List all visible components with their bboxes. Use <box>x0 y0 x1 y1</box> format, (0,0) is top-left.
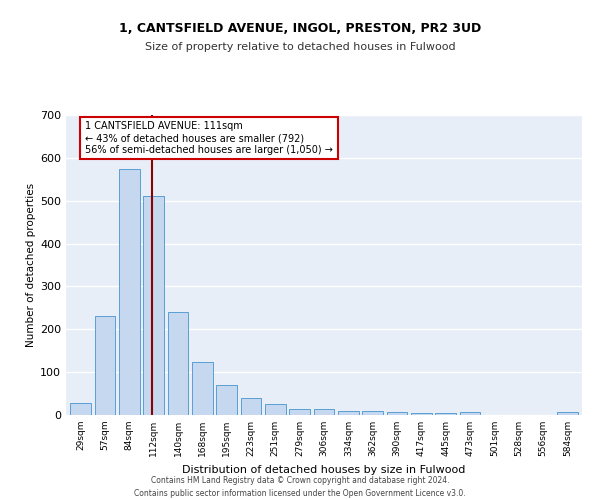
Bar <box>386 412 407 415</box>
Bar <box>241 398 262 415</box>
Bar <box>192 362 212 415</box>
Text: Size of property relative to detached houses in Fulwood: Size of property relative to detached ho… <box>145 42 455 52</box>
Text: 1 CANTSFIELD AVENUE: 111sqm
← 43% of detached houses are smaller (792)
56% of se: 1 CANTSFIELD AVENUE: 111sqm ← 43% of det… <box>85 122 333 154</box>
Bar <box>143 196 164 415</box>
Text: 1, CANTSFIELD AVENUE, INGOL, PRESTON, PR2 3UD: 1, CANTSFIELD AVENUE, INGOL, PRESTON, PR… <box>119 22 481 36</box>
Bar <box>362 410 383 415</box>
Bar <box>167 312 188 415</box>
Bar <box>70 404 91 415</box>
Bar <box>119 168 140 415</box>
Y-axis label: Number of detached properties: Number of detached properties <box>26 183 36 347</box>
Bar <box>95 316 115 415</box>
Bar <box>216 385 237 415</box>
Bar <box>289 408 310 415</box>
Bar <box>436 413 456 415</box>
Text: Contains HM Land Registry data © Crown copyright and database right 2024.
Contai: Contains HM Land Registry data © Crown c… <box>134 476 466 498</box>
X-axis label: Distribution of detached houses by size in Fulwood: Distribution of detached houses by size … <box>182 464 466 474</box>
Bar <box>411 413 432 415</box>
Bar <box>338 410 359 415</box>
Bar <box>460 412 481 415</box>
Bar <box>557 412 578 415</box>
Bar <box>314 410 334 415</box>
Bar <box>265 404 286 415</box>
